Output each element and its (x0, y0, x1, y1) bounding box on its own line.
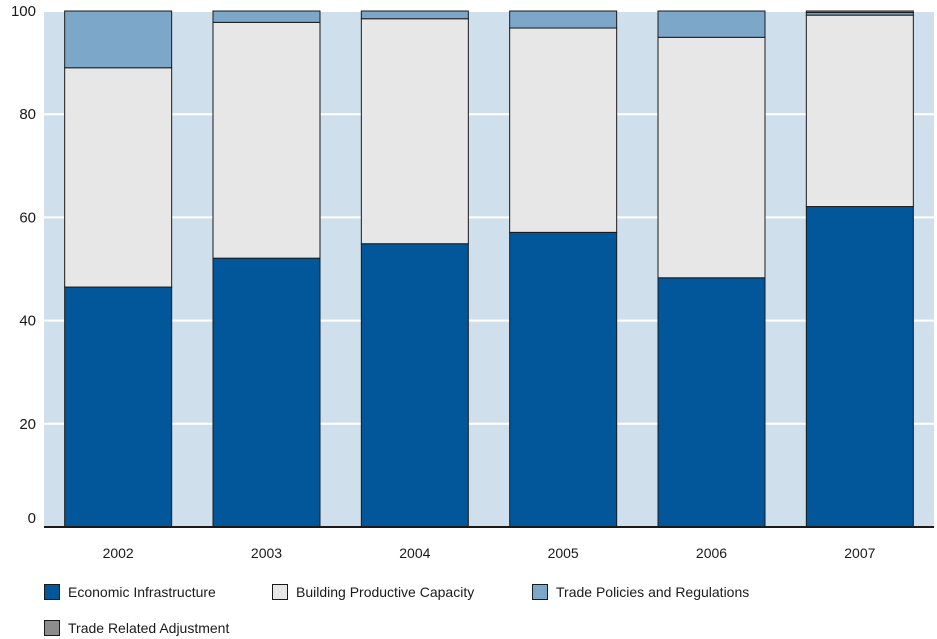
legend-item-trade-related-adjustment: Trade Related Adjustment (44, 618, 229, 638)
legend-swatch-trade-policies-and-regulations (532, 584, 548, 600)
bar-trade-policies-and-regulations-2003 (212, 10, 321, 23)
x-tick-label-2004: 2004 (399, 545, 430, 561)
legend-label-building-productive-capacity: Building Productive Capacity (296, 584, 475, 600)
legend: Economic Infrastructure Building Product… (44, 578, 924, 638)
bar-economic-infrastructure-2002 (64, 286, 173, 528)
y-tick-label-80: 80 (19, 106, 36, 123)
legend-label-trade-policies-and-regulations: Trade Policies and Regulations (556, 584, 750, 600)
y-tick-label-0: 0 (28, 510, 36, 527)
y-axis-tick-labels: 0 20 40 60 80 100 (11, 3, 36, 527)
bar-building-productive-capacity-2004 (360, 18, 469, 245)
x-tick-label-2003: 2003 (251, 545, 282, 561)
x-tick-label-2005: 2005 (548, 545, 579, 561)
legend-swatch-trade-related-adjustment (44, 620, 60, 636)
bar-trade-policies-and-regulations-2002 (64, 10, 173, 69)
x-axis-tick-labels: 2002 2003 2004 2005 2006 2007 (103, 545, 876, 561)
bar-group-2002 (64, 10, 173, 528)
legend-swatch-economic-infrastructure (44, 584, 60, 600)
bar-group-2007 (805, 10, 914, 528)
x-tick-label-2006: 2006 (696, 545, 727, 561)
legend-label-economic-infrastructure: Economic Infrastructure (68, 584, 216, 600)
legend-item-economic-infrastructure: Economic Infrastructure (44, 582, 216, 602)
bars (64, 10, 914, 528)
x-tick-label-2007: 2007 (844, 545, 875, 561)
bar-economic-infrastructure-2006 (657, 277, 766, 528)
bar-building-productive-capacity-2005 (509, 27, 618, 233)
y-tick-label-40: 40 (19, 313, 36, 330)
bar-economic-infrastructure-2005 (509, 231, 618, 528)
bar-economic-infrastructure-2007 (805, 206, 914, 528)
y-tick-label-100: 100 (11, 3, 36, 20)
bar-economic-infrastructure-2004 (360, 243, 469, 528)
legend-item-building-productive-capacity: Building Productive Capacity (272, 582, 474, 602)
bar-building-productive-capacity-2007 (805, 14, 914, 208)
legend-label-trade-related-adjustment: Trade Related Adjustment (68, 620, 230, 636)
gridlines (44, 10, 934, 425)
y-tick-label-60: 60 (19, 209, 36, 226)
plot-background (44, 11, 934, 527)
bar-group-2003 (212, 10, 321, 528)
bar-trade-related-adjustment-2007 (805, 10, 914, 14)
legend-swatch-building-productive-capacity (272, 584, 288, 600)
bar-group-2005 (509, 10, 618, 528)
x-tick-label-2002: 2002 (103, 545, 134, 561)
legend-item-trade-policies-and-regulations: Trade Policies and Regulations (532, 582, 749, 602)
y-tick-label-20: 20 (19, 416, 36, 433)
bar-building-productive-capacity-2002 (64, 67, 173, 288)
bar-building-productive-capacity-2006 (657, 36, 766, 279)
bar-group-2004 (360, 10, 469, 528)
bar-trade-policies-and-regulations-2004 (360, 10, 469, 20)
bar-economic-infrastructure-2003 (212, 257, 321, 528)
bar-trade-policies-and-regulations-2005 (509, 10, 618, 29)
bar-trade-policies-and-regulations-2006 (657, 10, 766, 38)
bar-group-2006 (657, 10, 766, 528)
bar-building-productive-capacity-2003 (212, 21, 321, 259)
